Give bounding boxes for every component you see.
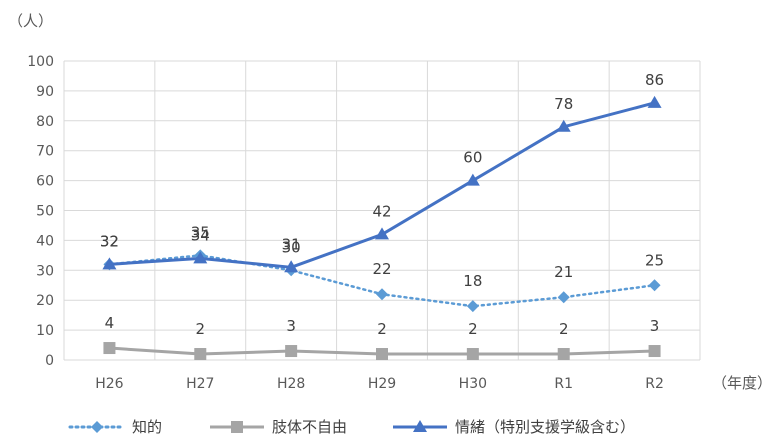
data-point-0 bbox=[649, 279, 661, 291]
data-point-1 bbox=[194, 348, 206, 360]
data-label: 31 bbox=[282, 235, 301, 253]
legend-marker bbox=[91, 421, 103, 433]
y-unit-label: （人） bbox=[8, 12, 53, 30]
data-point-0 bbox=[376, 288, 388, 300]
y-tick-label: 40 bbox=[36, 233, 54, 249]
data-label: 32 bbox=[100, 232, 119, 250]
x-tick-label: R1 bbox=[554, 376, 573, 392]
data-label: 18 bbox=[463, 272, 482, 290]
data-point-2 bbox=[375, 227, 389, 239]
data-label: 2 bbox=[468, 320, 478, 338]
y-tick-label: 100 bbox=[27, 54, 54, 70]
data-point-2 bbox=[466, 174, 480, 186]
x-tick-label: H27 bbox=[186, 376, 214, 392]
x-tick-label: H30 bbox=[459, 376, 487, 392]
data-label: 4 bbox=[105, 314, 115, 332]
data-point-1 bbox=[376, 348, 388, 360]
y-tick-label: 50 bbox=[36, 204, 54, 220]
y-tick-label: 60 bbox=[36, 174, 54, 190]
x-tick-label: R2 bbox=[645, 376, 664, 392]
x-unit-label: （年度） bbox=[712, 374, 772, 392]
data-label: 22 bbox=[372, 260, 391, 278]
y-tick-label: 10 bbox=[36, 323, 54, 339]
data-label: 25 bbox=[645, 251, 664, 269]
legend-label: 肢体不自由 bbox=[272, 418, 347, 436]
data-label: 2 bbox=[559, 320, 569, 338]
y-tick-label: 20 bbox=[36, 293, 54, 309]
y-tick-label: 0 bbox=[45, 353, 54, 369]
data-label: 3 bbox=[650, 317, 660, 335]
x-tick-label: H28 bbox=[277, 376, 305, 392]
data-label: 2 bbox=[196, 320, 206, 338]
data-label: 78 bbox=[554, 95, 573, 113]
data-label: 2 bbox=[377, 320, 387, 338]
data-point-2 bbox=[648, 96, 662, 108]
legend-label: 知的 bbox=[132, 418, 162, 436]
x-tick-label: H26 bbox=[95, 376, 123, 392]
data-label: 21 bbox=[554, 263, 573, 281]
y-tick-label: 80 bbox=[36, 114, 54, 130]
x-tick-label: H29 bbox=[368, 376, 396, 392]
y-tick-label: 70 bbox=[36, 144, 54, 160]
legend-marker bbox=[231, 421, 243, 433]
data-label: 86 bbox=[645, 71, 664, 89]
data-point-1 bbox=[103, 342, 115, 354]
data-point-1 bbox=[285, 345, 297, 357]
y-tick-label: 90 bbox=[36, 84, 54, 100]
data-point-1 bbox=[649, 345, 661, 357]
data-point-1 bbox=[558, 348, 570, 360]
data-label: 34 bbox=[191, 226, 210, 244]
data-label: 42 bbox=[372, 202, 391, 220]
data-point-0 bbox=[467, 300, 479, 312]
data-point-0 bbox=[558, 291, 570, 303]
data-label: 60 bbox=[463, 149, 482, 167]
legend-label: 情緒（特別支援学級含む） bbox=[455, 418, 635, 436]
y-tick-label: 30 bbox=[36, 263, 54, 279]
data-label: 3 bbox=[286, 317, 296, 335]
data-point-1 bbox=[467, 348, 479, 360]
